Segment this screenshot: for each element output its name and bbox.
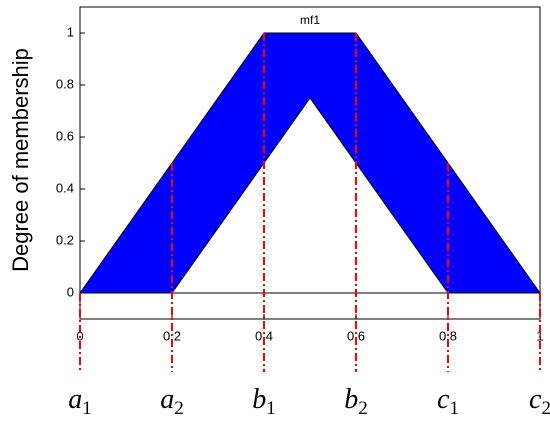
marker-label: b1 bbox=[252, 384, 276, 419]
marker-letter: c bbox=[437, 384, 450, 415]
marker-label: c1 bbox=[437, 384, 459, 419]
marker-subscript: 1 bbox=[449, 398, 459, 419]
x-tick-label: 1 bbox=[536, 328, 543, 343]
marker-letter: b bbox=[252, 384, 266, 415]
marker-label: a1 bbox=[68, 384, 92, 419]
marker-letter: a bbox=[68, 384, 82, 415]
y-tick-label: 0.4 bbox=[56, 180, 74, 195]
y-tick-label: 0.2 bbox=[56, 232, 74, 247]
y-axis-label: Degree of membership bbox=[8, 48, 33, 272]
marker-letter: a bbox=[160, 384, 174, 415]
y-tick-label: 0.6 bbox=[56, 128, 74, 143]
marker-subscript: 2 bbox=[541, 398, 550, 419]
x-tick-label: 0.4 bbox=[255, 328, 273, 343]
marker-letter: c bbox=[529, 384, 542, 415]
marker-subscript: 1 bbox=[266, 398, 276, 419]
marker-subscript: 2 bbox=[358, 398, 368, 419]
x-tick-label: 0 bbox=[76, 328, 83, 343]
marker-label: c2 bbox=[529, 384, 550, 419]
marker-subscript: 2 bbox=[174, 398, 184, 419]
axes-box bbox=[79, 6, 541, 320]
marker-subscript: 1 bbox=[82, 398, 92, 419]
y-tick-label: 1 bbox=[67, 24, 74, 39]
lower-mf bbox=[171, 97, 449, 294]
marker-letter: b bbox=[344, 384, 358, 415]
y-tick-label: 0.8 bbox=[56, 76, 74, 91]
marker-label: a2 bbox=[160, 384, 184, 419]
marker-label: b2 bbox=[344, 384, 368, 419]
mf-label: mf1 bbox=[300, 13, 320, 27]
x-tick-label: 0.6 bbox=[347, 328, 365, 343]
y-tick-label: 0 bbox=[67, 284, 74, 299]
